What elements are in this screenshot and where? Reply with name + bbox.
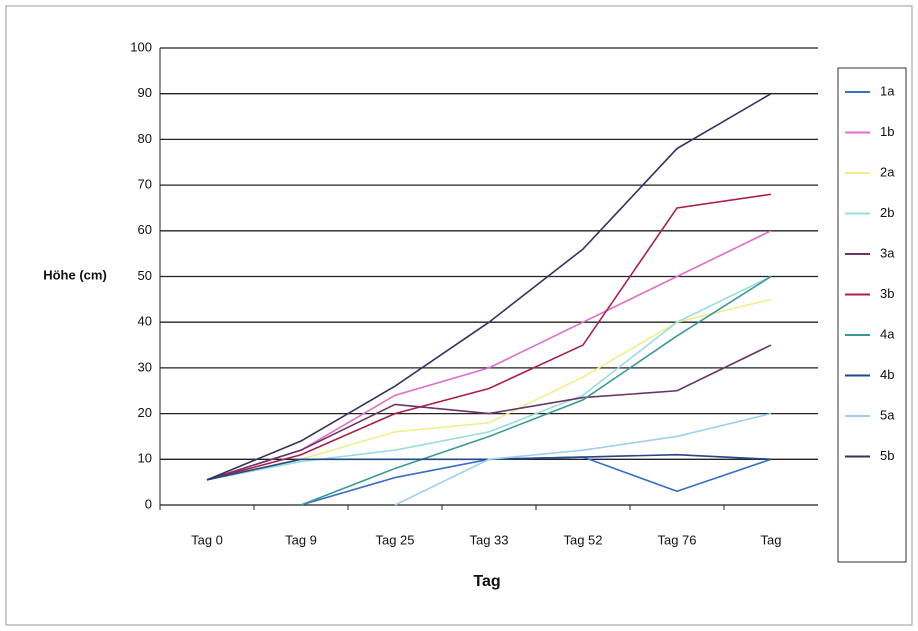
series-line xyxy=(394,412,772,506)
y-tick-label: 30 xyxy=(138,359,152,374)
x-tick-label: Tag 52 xyxy=(563,532,602,547)
legend-label: 2a xyxy=(880,164,895,179)
series-line xyxy=(206,193,772,481)
x-tick-label: Tag 33 xyxy=(469,532,508,547)
x-axis-label: Tag xyxy=(473,573,500,590)
y-tick-label: 90 xyxy=(138,85,152,100)
legend-label: 4a xyxy=(880,326,895,341)
x-tick-label: Tag 0 xyxy=(191,532,223,547)
x-tick-label: Tag xyxy=(761,532,782,547)
legend-label: 1b xyxy=(880,124,894,139)
y-tick-label: 80 xyxy=(138,131,152,146)
legend-box xyxy=(837,67,907,563)
y-tick-label: 0 xyxy=(145,496,152,511)
y-tick-label: 10 xyxy=(138,451,152,466)
y-tick-label: 50 xyxy=(138,268,152,283)
y-tick-label: 60 xyxy=(138,222,152,237)
chart-frame xyxy=(5,5,913,626)
series-line xyxy=(206,93,772,481)
series-line xyxy=(206,344,772,481)
x-tick-label: Tag 9 xyxy=(285,532,317,547)
x-tick-label: Tag 76 xyxy=(657,532,696,547)
y-tick-label: 20 xyxy=(138,405,152,420)
legend-label: 4b xyxy=(880,367,894,382)
legend-label: 3a xyxy=(880,245,895,260)
x-tick-label: Tag 25 xyxy=(375,532,414,547)
legend-label: 3b xyxy=(880,286,894,301)
legend-label: 2b xyxy=(880,205,894,220)
series-line xyxy=(206,275,772,481)
series-line xyxy=(300,275,772,506)
y-tick-label: 100 xyxy=(130,39,152,54)
y-tick-label: 40 xyxy=(138,314,152,329)
legend-label: 5a xyxy=(880,407,895,422)
legend-label: 5b xyxy=(880,448,894,463)
y-tick-label: 70 xyxy=(138,177,152,192)
y-axis-label: Höhe (cm) xyxy=(43,267,107,282)
legend-label: 1a xyxy=(880,83,895,98)
